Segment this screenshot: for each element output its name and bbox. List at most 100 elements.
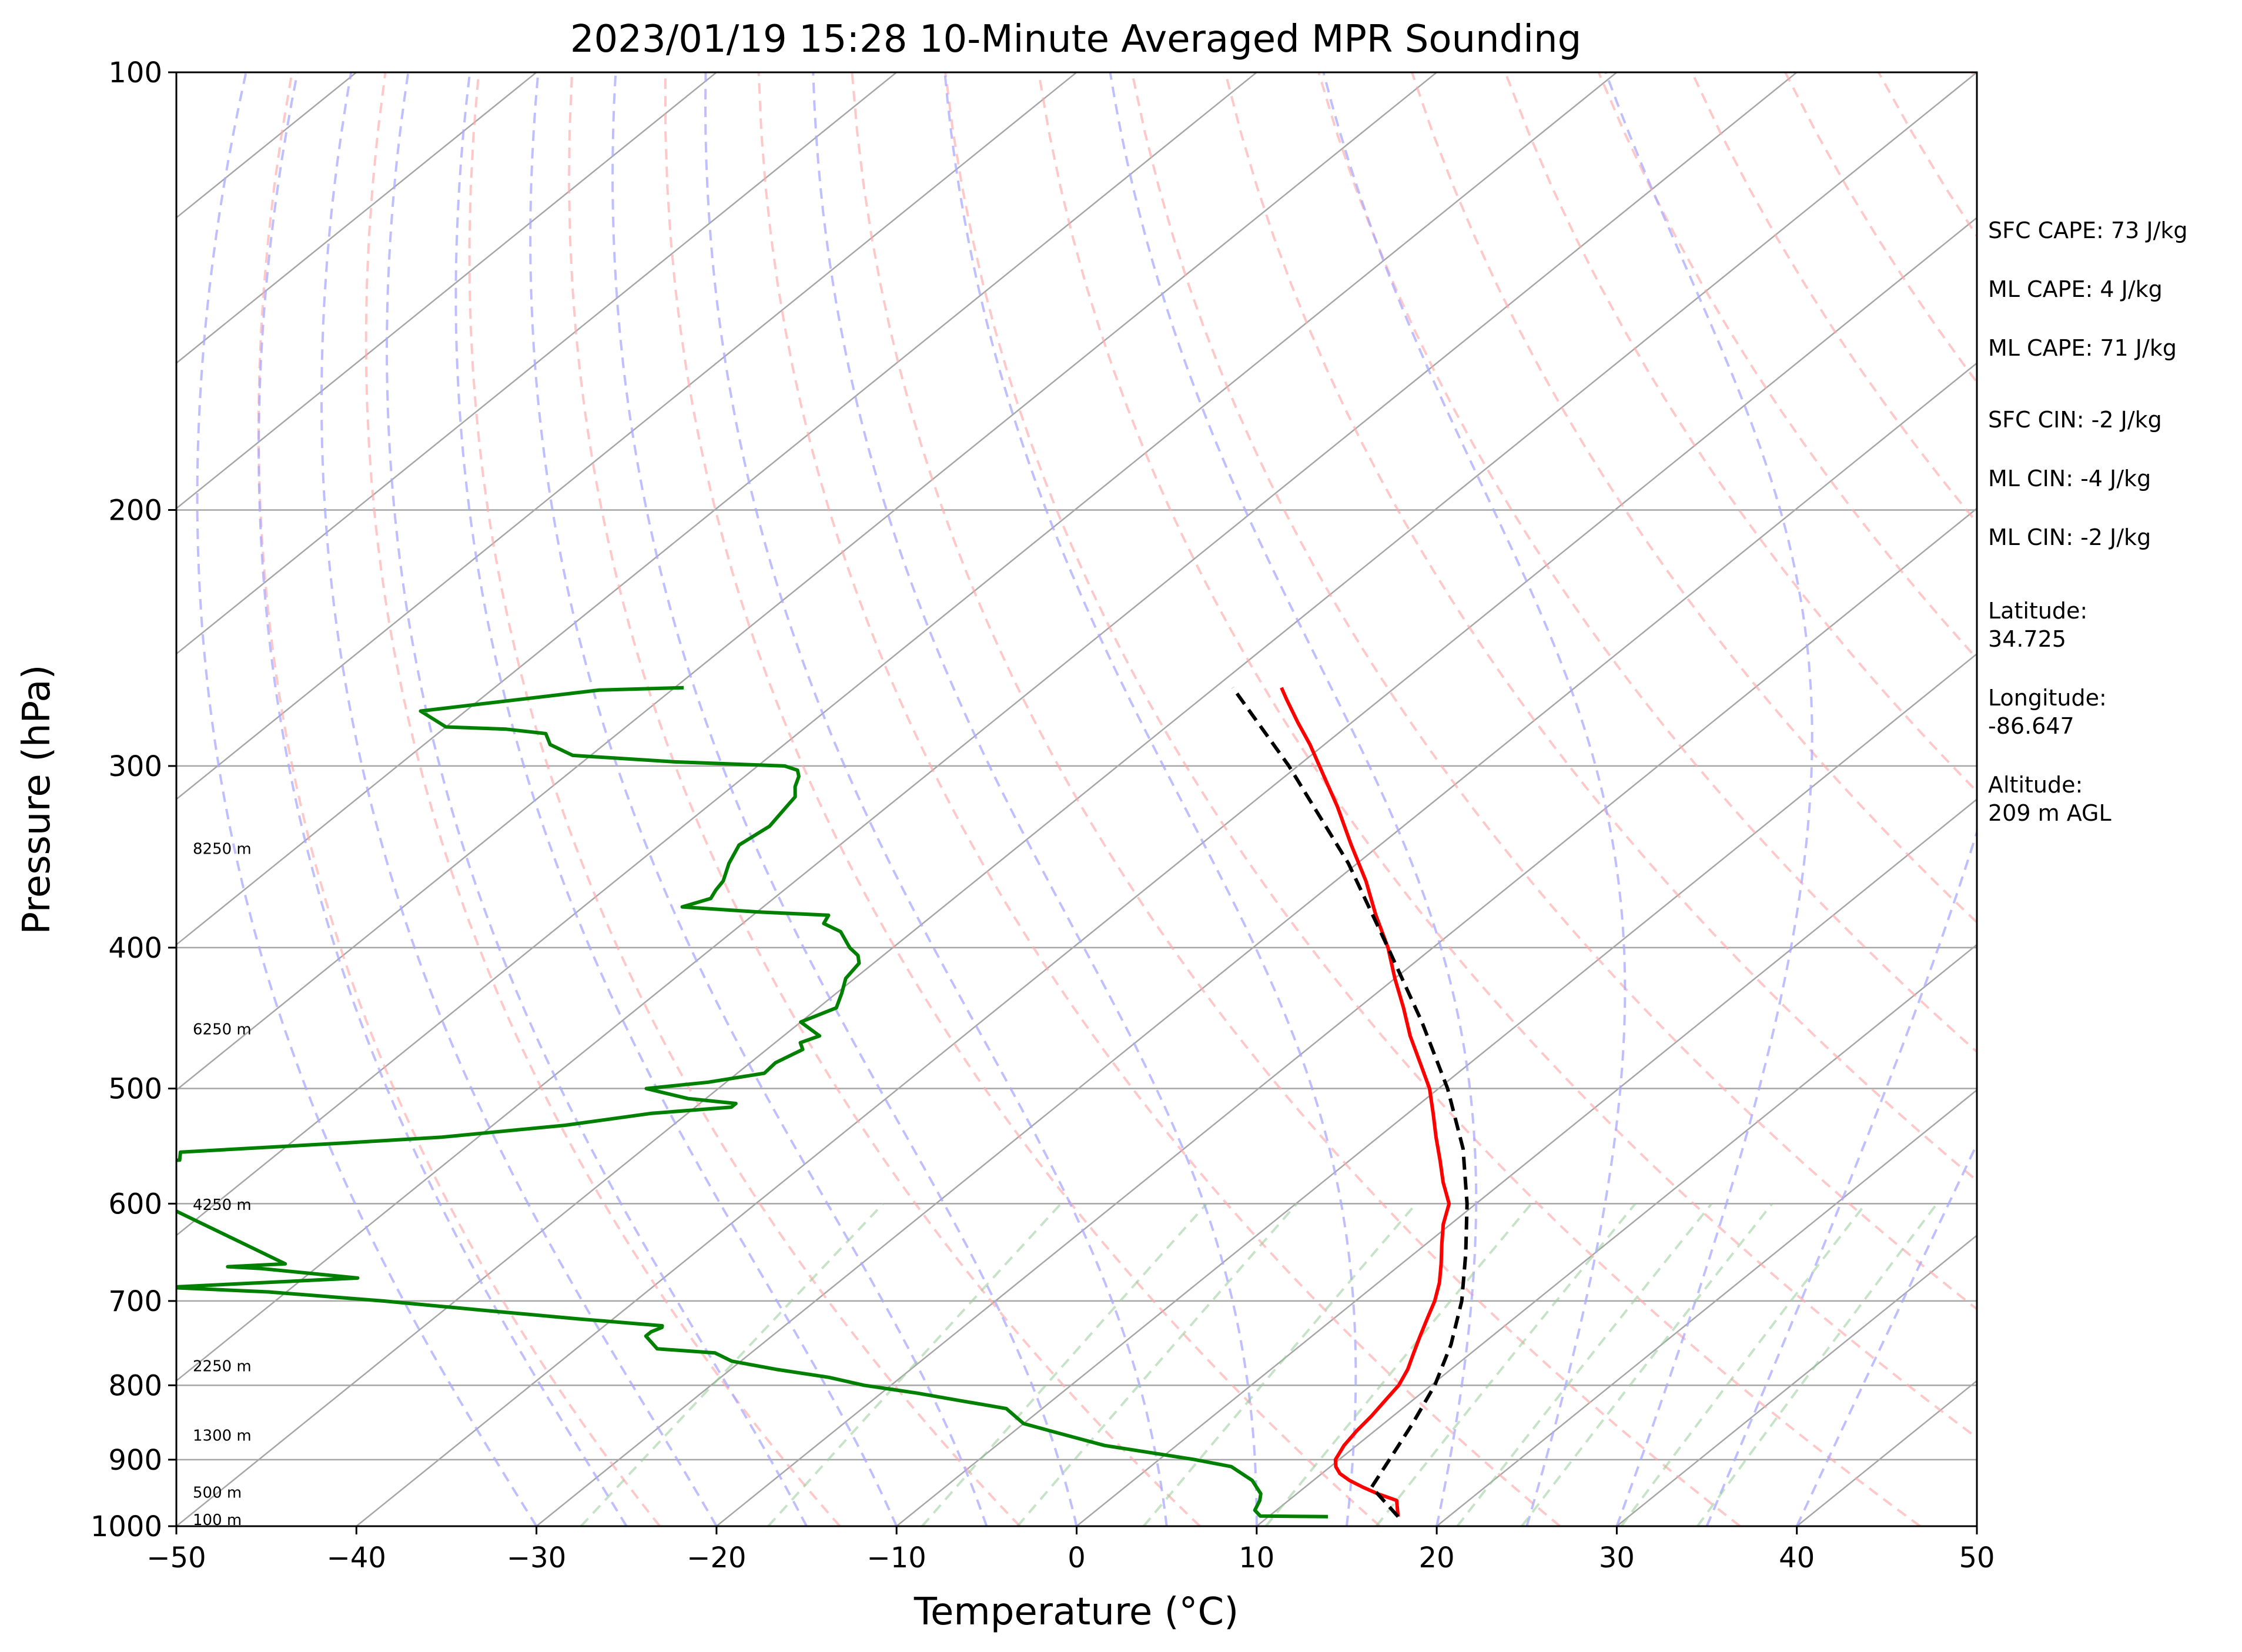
- moist-adiabat: [1705, 72, 1977, 1526]
- y-tick-label: 500: [108, 1073, 162, 1106]
- moist-adiabat: [943, 72, 1357, 1526]
- x-tick-label: 50: [1959, 1541, 1995, 1574]
- x-tick-label: −50: [146, 1541, 206, 1574]
- moist-adiabat: [196, 72, 538, 1526]
- dry-adiabat: [1597, 72, 1977, 661]
- height-label: 6250 m: [193, 1021, 252, 1038]
- isotherm-gridline: [1256, 944, 1977, 1526]
- x-tick-label: 40: [1779, 1541, 1815, 1574]
- moist-adiabat: [1109, 72, 1478, 1526]
- y-tick-label: 600: [108, 1188, 162, 1220]
- mixing-ratio-line: [1016, 1203, 1298, 1526]
- moist-adiabat: [611, 72, 1078, 1526]
- x-tick-label: −40: [327, 1541, 386, 1574]
- height-label: 4250 m: [193, 1196, 252, 1214]
- moist-adiabat: [529, 72, 988, 1526]
- mixing-ratio-line: [1375, 1203, 1637, 1526]
- x-tick-label: −30: [507, 1541, 566, 1574]
- x-axis-label: Temperature (°C): [913, 1590, 1239, 1634]
- isotherm-gridline: [176, 72, 1618, 1237]
- dry-adiabat: [1224, 72, 1977, 1182]
- info-entry: ML CIN: -4 J/kg: [1988, 466, 2151, 491]
- info-entry: ML CAPE: 4 J/kg: [1988, 276, 2163, 302]
- info-entry: ML CIN: -2 J/kg: [1988, 524, 2151, 550]
- dry-adiabat: [1504, 72, 1977, 793]
- info-entry: SFC CAPE: 73 J/kg: [1988, 218, 2188, 243]
- isotherm-gridline: [176, 72, 1437, 1091]
- moist-adiabat: [812, 72, 1258, 1526]
- dewpoint-line: [176, 685, 1329, 1519]
- info-entry: ML CAPE: 71 J/kg: [1988, 335, 2177, 361]
- moist-adiabat: [1795, 1141, 1977, 1526]
- mixing-ratio-line: [580, 1203, 884, 1526]
- isotherm-gridline: [176, 72, 717, 510]
- dry-adiabat: [1317, 72, 1977, 1054]
- dry-adiabat: [944, 72, 1921, 1526]
- y-tick-label: 800: [108, 1369, 162, 1402]
- dry-adiabat: [1037, 72, 1977, 1440]
- mixing-ratio-line: [1142, 1203, 1417, 1526]
- y-tick-label: 700: [108, 1285, 162, 1318]
- y-axis-label: Pressure (hPa): [15, 664, 59, 934]
- mixing-ratio-line: [1696, 1203, 1938, 1526]
- y-tick-label: 1000: [91, 1510, 162, 1543]
- moist-adiabat: [1322, 72, 1627, 1526]
- mixing-ratio-line: [921, 1203, 1208, 1526]
- y-tick-label: 100: [108, 56, 162, 89]
- isotherm-gridline: [1436, 1089, 1977, 1526]
- x-tick-label: 30: [1599, 1541, 1635, 1574]
- y-tick-label: 200: [108, 494, 162, 527]
- dry-adiabat: [664, 72, 1381, 1526]
- mixing-ratio-line: [1264, 1203, 1532, 1526]
- mixing-ratio-line: [1456, 1203, 1713, 1526]
- dry-adiabat: [1130, 72, 1977, 1311]
- x-tick-label: 10: [1239, 1541, 1274, 1574]
- isotherm-gridline: [176, 72, 1798, 1382]
- y-tick-label: 400: [108, 932, 162, 965]
- height-label: 500 m: [193, 1484, 242, 1502]
- mixing-ratio-line: [1620, 1203, 1867, 1526]
- temperature-line: [1280, 687, 1451, 1517]
- y-tick-label: 300: [108, 750, 162, 783]
- sounding-info-panel: SFC CAPE: 73 J/kg ML CAPE: 4 J/kg ML CAPE:…: [1988, 218, 2188, 826]
- dry-adiabat: [364, 72, 841, 1526]
- info-entry: Latitude: 34.725: [1988, 598, 2087, 652]
- isotherm-gridline: [1616, 1234, 1977, 1526]
- isotherm-gridline: [176, 72, 897, 655]
- isotherm-gridline: [716, 507, 1977, 1526]
- x-tick-label: 0: [1068, 1541, 1086, 1574]
- isotherm-gridline: [536, 362, 1977, 1526]
- background-lines: [176, 72, 2242, 1526]
- y-tick-label: 900: [108, 1444, 162, 1477]
- info-entry: SFC CIN: -2 J/kg: [1988, 407, 2162, 433]
- moist-adiabat: [1604, 72, 1813, 1526]
- dry-adiabat: [757, 72, 1561, 1526]
- dry-adiabat: [2159, 72, 2242, 1526]
- height-label: 8250 m: [193, 841, 252, 858]
- x-tick-label: −10: [867, 1541, 926, 1574]
- moist-adiabat: [257, 72, 628, 1526]
- isotherm-gridline: [1076, 798, 1977, 1526]
- info-entry: Longitude: -86.647: [1988, 685, 2107, 739]
- isotherm-gridline: [896, 653, 1977, 1526]
- mixing-ratio-line: [1521, 1203, 1773, 1526]
- dry-adiabat: [567, 72, 1201, 1526]
- height-label: 1300 m: [193, 1427, 252, 1444]
- dry-adiabat: [468, 72, 1021, 1526]
- info-entry: Altitude: 209 m AGL: [1988, 772, 2112, 826]
- moist-adiabat: [704, 72, 1168, 1526]
- x-tick-label: 20: [1419, 1541, 1455, 1574]
- sounding-series: [176, 685, 1469, 1519]
- dry-adiabat: [257, 72, 661, 1526]
- parcel-line: [1231, 686, 1469, 1518]
- x-tick-label: −20: [687, 1541, 746, 1574]
- isotherm-gridline: [176, 72, 1257, 946]
- isotherm-gridline: [356, 216, 1977, 1526]
- x-axis: −50 −40 −30 −20 −10 0 10 20 30 40 50: [146, 1526, 1995, 1574]
- chart-title: 2023/01/19 15:28 10-Minute Averaged MPR …: [570, 18, 1581, 61]
- moist-adiabat: [320, 72, 718, 1526]
- height-label: 2250 m: [193, 1358, 252, 1376]
- moist-adiabat: [454, 72, 898, 1526]
